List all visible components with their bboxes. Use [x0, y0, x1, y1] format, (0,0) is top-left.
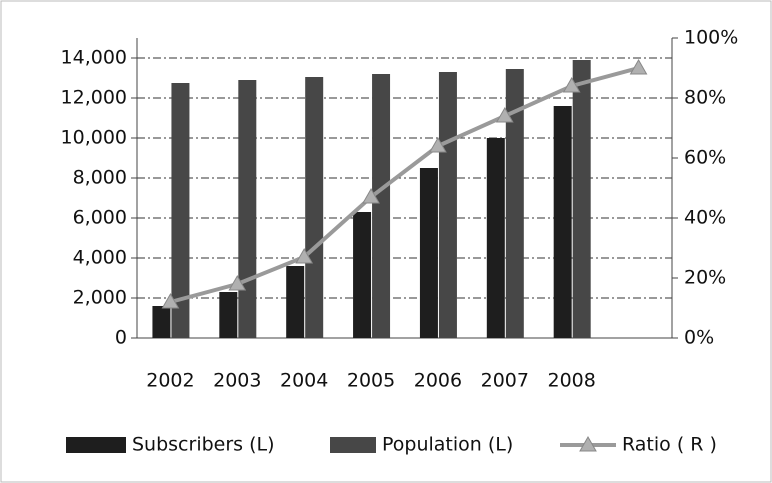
- bar: [305, 77, 324, 338]
- legend-swatch: [330, 437, 376, 453]
- legend-swatch: [66, 437, 126, 453]
- y-tick-label: 6,000: [73, 207, 127, 229]
- bar: [353, 212, 372, 338]
- bar: [438, 72, 457, 338]
- y-tick-label: 2,000: [73, 287, 127, 309]
- y2-tick-label: 100%: [684, 27, 738, 49]
- y2-tick-label: 40%: [684, 207, 726, 229]
- marker: [362, 187, 380, 204]
- bar: [286, 266, 305, 338]
- bar: [372, 74, 391, 338]
- x-tick-label: 2003: [213, 370, 261, 392]
- bar: [152, 306, 171, 338]
- legend-label: Ratio ( R ): [622, 434, 717, 456]
- legend-label: Population (L): [382, 434, 513, 456]
- x-tick-label: 2002: [146, 370, 194, 392]
- marker: [562, 76, 581, 93]
- bar: [419, 168, 438, 338]
- x-tick-label: 2007: [481, 370, 529, 392]
- marker: [495, 106, 514, 123]
- bar: [505, 69, 524, 338]
- x-tick-label: 2004: [280, 370, 328, 392]
- bar: [219, 292, 238, 338]
- y2-tick-label: 60%: [684, 147, 726, 169]
- marker: [228, 274, 247, 291]
- line: [169, 66, 640, 304]
- y-tick-label: 8,000: [73, 167, 127, 189]
- y-tick-label: 4,000: [73, 247, 127, 269]
- y-tick-label: 0: [115, 327, 127, 349]
- marker: [295, 247, 314, 264]
- x-tick-label: 2006: [414, 370, 462, 392]
- marker: [161, 292, 180, 309]
- marker: [429, 136, 447, 153]
- x-tick-label: 2005: [347, 370, 395, 392]
- bar: [553, 106, 572, 338]
- y2-tick-label: 20%: [684, 267, 726, 289]
- legend-label: Subscribers (L): [132, 434, 275, 456]
- marker: [629, 58, 648, 75]
- bar: [486, 138, 505, 338]
- y2-tick-label: 0%: [684, 327, 714, 349]
- legend-marker: [579, 435, 597, 452]
- bar: [171, 83, 190, 338]
- y-tick-label: 12,000: [61, 87, 127, 109]
- x-tick-label: 2008: [548, 370, 596, 392]
- bar: [572, 60, 591, 338]
- y-tick-label: 14,000: [61, 47, 127, 69]
- bar: [238, 80, 257, 338]
- y2-tick-label: 80%: [684, 87, 726, 109]
- y-tick-label: 10,000: [61, 127, 127, 149]
